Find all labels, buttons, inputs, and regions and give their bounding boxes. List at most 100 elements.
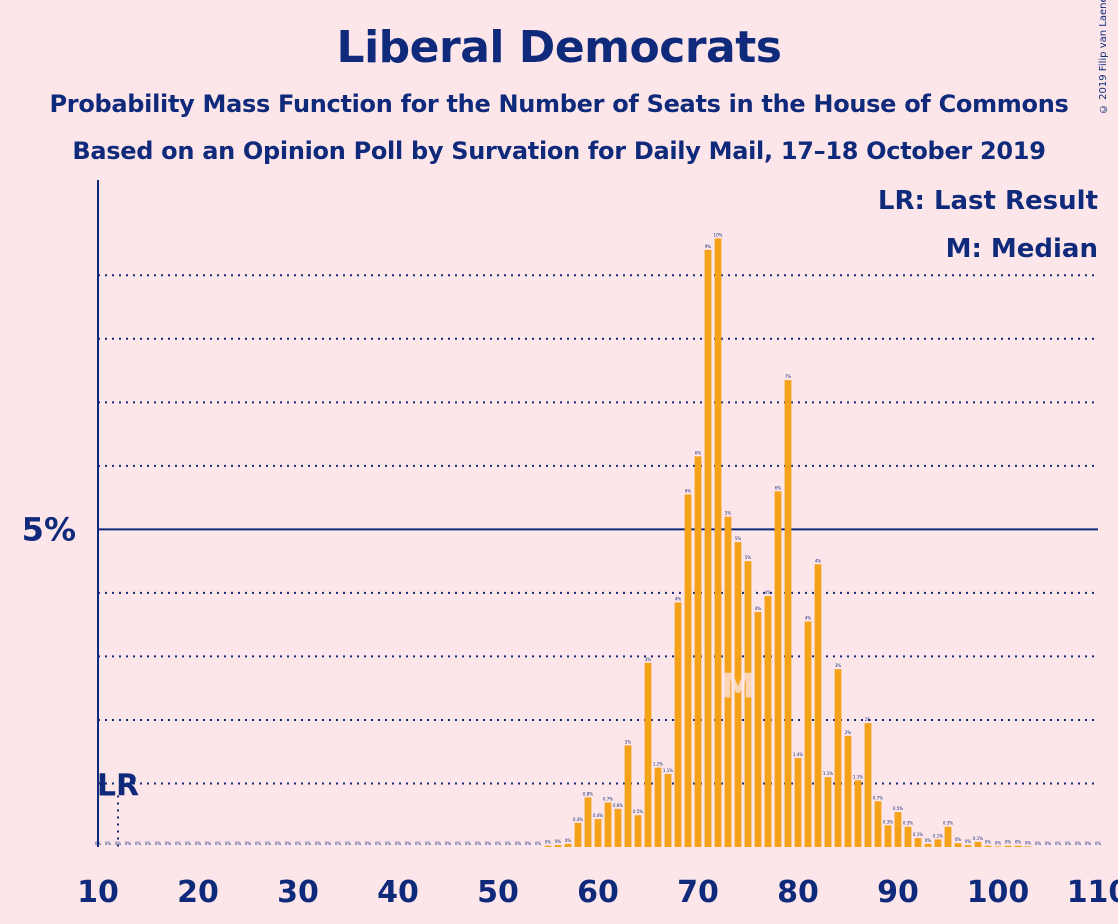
bar-data-label: 0.1% xyxy=(933,833,943,838)
bar-data-label: 0.4% xyxy=(573,817,583,822)
bar-data-label: 0.7% xyxy=(603,797,613,802)
x-tick-label: 60 xyxy=(577,875,619,910)
bar-data-label: 0% xyxy=(415,841,422,846)
bar-data-label: 10% xyxy=(714,232,723,237)
bar xyxy=(614,808,622,847)
bar-data-label: 0% xyxy=(215,841,222,846)
bar-data-label: 0% xyxy=(495,841,502,846)
bar-data-label: 0% xyxy=(165,841,172,846)
bar-data-label: 0% xyxy=(265,841,272,846)
bar-data-label: 0% xyxy=(225,841,232,846)
x-tick-label: 70 xyxy=(677,875,719,910)
y-tick-label: 5% xyxy=(22,510,76,548)
bar xyxy=(554,845,562,847)
bar-data-label: 4% xyxy=(675,596,682,601)
bar-data-label: 2% xyxy=(625,739,632,744)
bar-data-label: 4% xyxy=(805,615,812,620)
annotations: LR M LR: Last Result M: Median xyxy=(97,186,1098,847)
bar-data-label: 0% xyxy=(925,838,932,843)
bar-data-label: 0.1% xyxy=(973,836,983,841)
bar xyxy=(764,596,772,847)
bar-data-label: 0.3% xyxy=(883,819,893,824)
bar-data-label: 0% xyxy=(405,841,412,846)
bar xyxy=(894,812,902,847)
bar-data-label: 0% xyxy=(175,841,182,846)
bar xyxy=(704,249,712,847)
bar-data-label: 0% xyxy=(285,841,292,846)
bar-data-label: 3% xyxy=(645,657,652,662)
bar-data-label: 1.1% xyxy=(823,771,833,776)
bar xyxy=(804,621,812,847)
bar-data-label: 0% xyxy=(255,841,262,846)
bar xyxy=(954,843,962,847)
bar-data-label: 4% xyxy=(765,590,772,595)
bar xyxy=(594,819,602,847)
bar xyxy=(874,801,882,847)
bar-data-label: 0.5% xyxy=(633,809,643,814)
x-tick-label: 30 xyxy=(277,875,319,910)
bar xyxy=(994,846,1002,847)
bar-data-label: 0% xyxy=(135,841,142,846)
bar-data-label: 0% xyxy=(335,841,342,846)
bar-data-label: 0% xyxy=(985,840,992,845)
bar xyxy=(694,456,702,847)
bar xyxy=(814,564,822,847)
legend-entry: LR: Last Result xyxy=(878,186,1098,216)
bar xyxy=(884,825,892,847)
bar xyxy=(944,826,952,847)
bar-data-label: 2% xyxy=(865,717,872,722)
bar-data-label: 4% xyxy=(755,606,762,611)
bar xyxy=(794,758,802,847)
bar-data-label: 0% xyxy=(1055,841,1062,846)
bar xyxy=(644,662,652,847)
bar-data-label: 0% xyxy=(475,841,482,846)
bar-data-label: 6% xyxy=(685,488,692,493)
bar-data-label: 0% xyxy=(1075,841,1082,846)
bar xyxy=(1024,846,1032,847)
bar-data-label: 6% xyxy=(775,485,782,490)
x-tick-label: 100 xyxy=(967,875,1030,910)
bar-data-label: 1.1% xyxy=(663,768,673,773)
bar xyxy=(584,797,592,847)
bar xyxy=(774,491,782,847)
bar-data-label: 0.7% xyxy=(873,795,883,800)
bar-data-label: 0.3% xyxy=(943,821,953,826)
bar-data-label: 0% xyxy=(1015,840,1022,845)
bar-data-label: 0% xyxy=(1085,841,1092,846)
bar xyxy=(724,516,732,847)
bar xyxy=(824,777,832,847)
bar-data-label: 0.8% xyxy=(583,791,593,796)
bar xyxy=(924,843,932,847)
bar-data-label: 0% xyxy=(315,841,322,846)
bar-data-label: 0% xyxy=(1045,841,1052,846)
chart-subtitle-poll: Based on an Opinion Poll by Survation fo… xyxy=(72,137,1046,165)
bar-data-label: 0% xyxy=(465,841,472,846)
bar-data-label: 0.3% xyxy=(903,821,913,826)
bar xyxy=(574,822,582,847)
bar-data-label: 0% xyxy=(305,841,312,846)
bar-data-label: 0.1% xyxy=(913,832,923,837)
bar xyxy=(744,561,752,847)
bar xyxy=(914,838,922,847)
bar xyxy=(834,669,842,847)
bar-data-label: 0% xyxy=(1035,841,1042,846)
bars: 0% 0% 0% 0% 0% 0% 0% 0% 0% 0% 0% 0% 0% 0% 0% 0% 0% 0% 0% 0%… xyxy=(95,232,1101,848)
bar-data-label: 0% xyxy=(355,841,362,846)
bar xyxy=(1014,845,1022,847)
bar-data-label: 0% xyxy=(1025,840,1032,845)
x-tick-label: 90 xyxy=(877,875,919,910)
bar-data-label: 0% xyxy=(435,841,442,846)
bar-data-label: 0% xyxy=(395,841,402,846)
bar-data-label: 0% xyxy=(535,841,542,846)
x-tick-label: 110 xyxy=(1067,875,1118,910)
bar xyxy=(784,380,792,847)
bar-data-label: 0% xyxy=(115,841,122,846)
bar-data-label: 4% xyxy=(815,558,822,563)
bar-data-label: 0% xyxy=(375,841,382,846)
bar-data-label: 0% xyxy=(545,840,552,845)
bar xyxy=(934,839,942,847)
bar-data-label: 0.6% xyxy=(613,803,623,808)
bar-data-label: 9% xyxy=(705,244,712,249)
bar xyxy=(964,845,972,847)
bar xyxy=(734,542,742,847)
